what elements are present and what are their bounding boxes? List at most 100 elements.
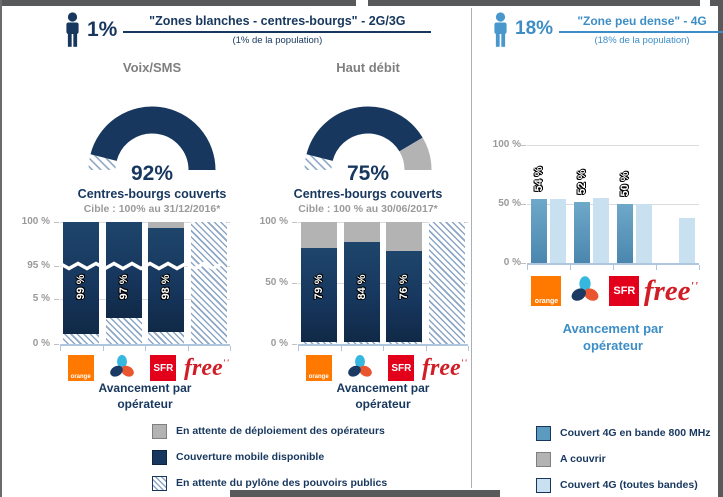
bar-sfr [386,222,423,344]
orange-logo-text: orange [70,374,91,380]
x-axis-tick [656,265,657,270]
gauge-segment-gray [399,137,432,171]
bar-segment-navy [343,241,380,342]
gauge-value: 92% [130,162,174,185]
operator-logo-slot [339,353,380,383]
blue-swatch [536,425,551,441]
operator-logo-slot: SFR [605,273,644,309]
left-section-subtitle: (1% de la population) [232,35,323,46]
y-axis-tick [54,265,59,267]
gauge-target: Cible : 100% au 31/12/2016* [83,203,221,215]
x-axis-tick [699,265,700,270]
bar-segment-navy [386,251,423,342]
operator-logo-slot: orange [298,353,339,383]
legend-4g: Couvert 4G en bande 800 MHz A couvrir Co… [536,424,711,497]
section-divider [471,8,472,488]
chart-avancement-voix-sms: Avancement par opérateur 100 % 95 % 5 % 0 %… [12,215,237,415]
x-axis-tick [298,346,299,351]
gauge-title: Voix/SMS [122,60,182,75]
orange-logo: orange [67,355,94,381]
bar-segment-hatch [386,341,423,344]
window-left-edge [0,0,2,497]
gridline [298,283,468,284]
y-axis-tick [292,222,297,223]
bar-value-label: 54 % [533,166,545,192]
gridline [298,222,468,223]
bar-value-label: 79 % [313,274,326,300]
population-percent: 18% [515,18,554,39]
y-axis-label: 5 % [32,292,50,304]
chart-caption: Avancement par opérateur [562,321,664,353]
gauge-target: Cible : 100 % au 30/06/2017* [298,203,438,215]
bar-segment-hatch [428,222,465,344]
legend-item: A couvrir [536,450,711,468]
bar-segment-gray [386,222,423,252]
bar-segment-navy [63,222,100,335]
x-axis-tick [102,346,104,351]
gauge-value: 75% [346,162,390,185]
x-axis-tick [527,265,528,270]
bar-value-label: 50 % [619,171,631,197]
y-axis-label: 0 % [270,338,288,349]
bar-orange [63,222,100,344]
bar-value-label: 99 % [75,274,88,300]
x-axis-tick [613,265,614,270]
operator-logo-slot: SFR [381,353,422,383]
gauge-arc [304,106,432,171]
operator-logo-slot: orange [527,273,566,309]
y-axis-label: 100 % [259,216,288,227]
free-logo-marks: '' [222,358,231,369]
x-axis-tick [340,346,342,351]
lightblue-swatch [536,477,551,493]
navy-swatch [152,449,167,465]
gray-swatch [536,451,551,467]
free-logo-marks: '' [460,358,469,369]
window-top-edge [0,0,723,6]
bar-free [428,222,465,344]
y-axis-label: 0 % [32,338,50,349]
bar-800mhz-bouygues [574,201,590,263]
operator-logo-slot: free'' [184,353,230,383]
chart-caption: Avancement par opérateur [336,381,430,411]
person-icon [494,12,507,47]
operator-logos-row: orange SFR free'' [527,273,699,309]
free-logo: free'' [184,355,231,381]
gauge-title: Haut débit [336,60,400,75]
orange-logo: orange [531,276,562,306]
bar-free [190,222,227,344]
hatch-swatch [152,475,167,491]
x-axis-tick [145,346,146,351]
orange-logo-text: orange [308,374,329,380]
legend-2g3g: En attente de déploiement des opérateurs… [152,422,387,497]
gauge-haut-debit: Haut débit 75% Centres-bourgs couverts C… [268,60,468,220]
y-axis-tick [54,298,59,300]
bar-value-label: 97 % [117,274,130,300]
window-right-edge [718,0,723,497]
legend-item: En attente de déploiement des opérateurs [152,422,387,440]
left-section-header: 1% "Zones blanches - centres-bourgs" - 2… [62,12,432,48]
bar-segment-hatch [301,341,338,344]
y-axis-label: 0 % [503,257,521,268]
operator-logos-row: orange SFR free'' [60,353,230,383]
operator-logos-row: orange SFR free'' [298,353,468,383]
top-edge-notch [356,0,368,6]
gauge-voix-sms: Voix/SMS 92% Centres-bourgs couverts Cib… [52,60,252,220]
bar-sfr [148,222,185,344]
chart-plot: 99 % 97 % 98 % [60,222,230,346]
bar-value-label: 84 % [355,274,368,300]
bar-segment-navy [148,228,185,332]
x-axis-tick [230,346,231,351]
person-icon [66,12,79,47]
operator-logo-slot [101,353,142,383]
gauge-caption: Centres-bourgs couverts [77,187,227,201]
x-axis-tick [425,346,427,351]
gauge-arc [88,106,216,171]
gauge-caption: Centres-bourgs couverts [293,187,443,201]
operator-logo-slot: orange [60,353,101,383]
gray-swatch [152,423,167,439]
bar-800mhz-orange [531,199,547,263]
gridline [527,204,699,205]
y-axis-tick [54,222,59,223]
operator-logo-slot [566,273,605,309]
gridline [527,145,699,146]
